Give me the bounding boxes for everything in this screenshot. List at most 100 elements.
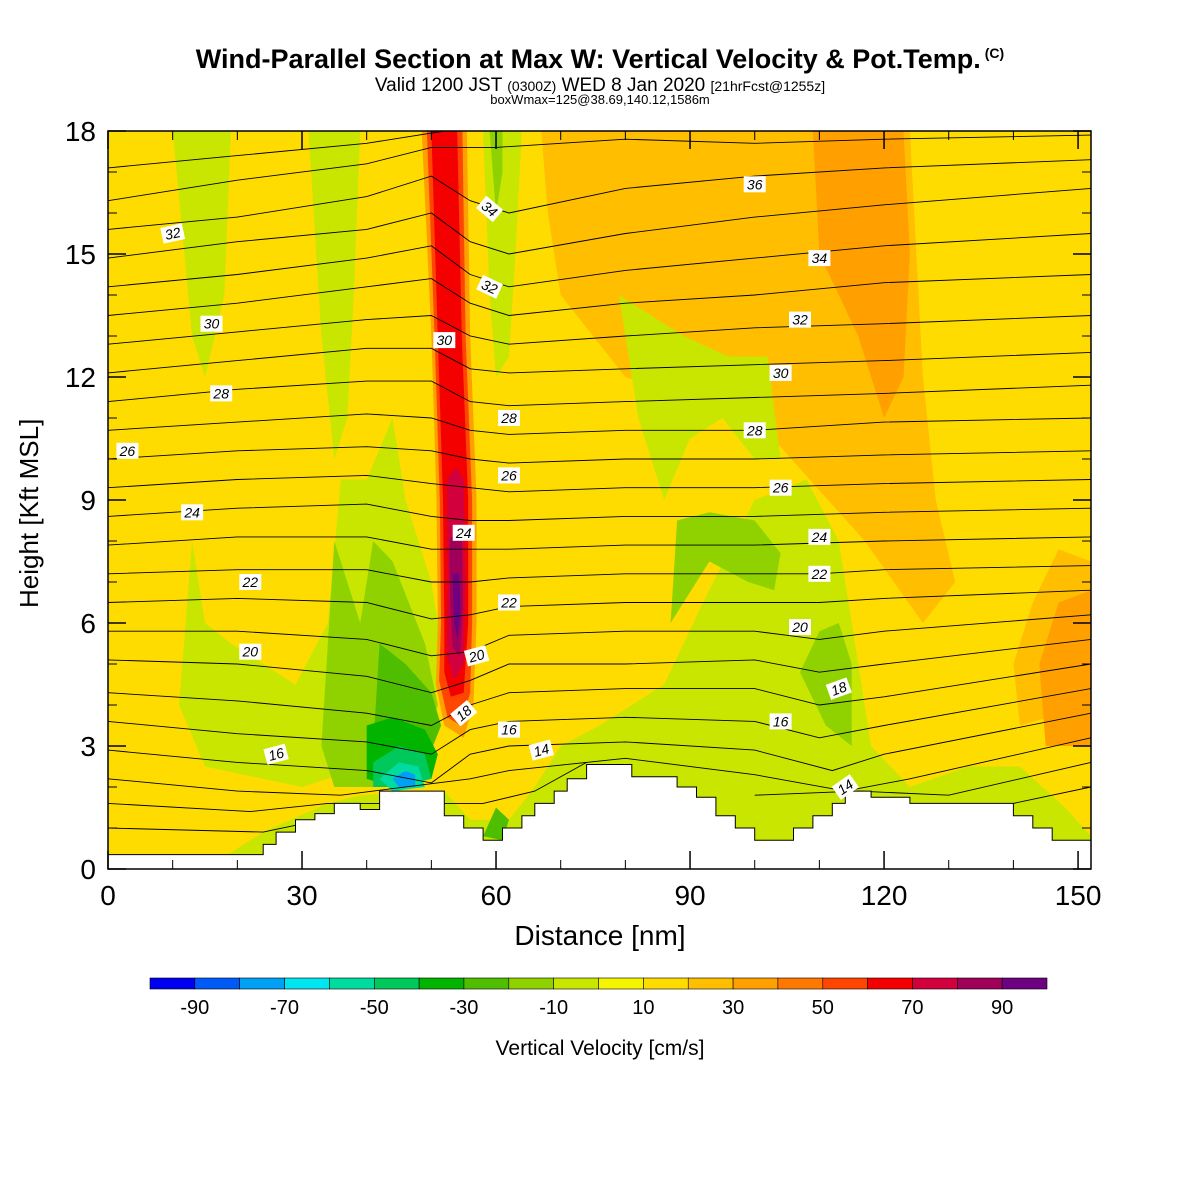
theta-label-text: 32 (163, 224, 182, 243)
colorbar-swatch (553, 977, 599, 990)
velocity-region-3 (812, 131, 910, 418)
theta-label-14: 14 (528, 739, 554, 761)
theta-contour-line-12 (108, 503, 1091, 521)
velocity-region-13 (800, 623, 852, 746)
colorbar-swatch (284, 977, 330, 990)
theta-label-box (452, 524, 475, 541)
theta-label-box (463, 645, 490, 667)
theta-label-text: 26 (119, 443, 136, 459)
theta-label-box (498, 410, 520, 426)
theta-label-32: 32 (160, 223, 186, 244)
theta-label-text: 26 (500, 467, 517, 483)
theta-label-text: 36 (747, 176, 763, 192)
theta-label-box (789, 311, 811, 328)
theta-contour-line-14 (108, 565, 1091, 583)
theta-label-28: 28 (498, 410, 520, 426)
velocity-region-5 (108, 479, 1091, 869)
theta-label-box (743, 422, 766, 439)
colorbar-swatch (1001, 977, 1048, 990)
theta-label-32: 32 (789, 311, 811, 328)
x-tick-label: 0 (100, 880, 116, 911)
theta-label-16: 16 (498, 721, 520, 738)
colorbar-swatch (732, 977, 779, 990)
x-tick-label: 90 (674, 880, 705, 911)
theta-label-box (160, 223, 186, 244)
theta-label-22: 22 (239, 574, 262, 590)
valid-zulu: (0300Z) (507, 78, 557, 94)
theta-contour-line-17 (108, 638, 1091, 694)
theta-label-box (825, 677, 852, 700)
theta-label-box (808, 250, 831, 267)
theta-label-text: 24 (811, 529, 828, 545)
valid-date: WED 8 Jan 2020 (561, 75, 706, 96)
colorbar-swatch (463, 977, 510, 990)
velocity-region-20 (392, 770, 416, 787)
theta-label-36: 36 (743, 176, 766, 193)
theta-label-box (528, 739, 554, 761)
theta-label-text: 24 (183, 504, 200, 520)
terrain-layer (108, 764, 1091, 869)
chart-title: Wind-Parallel Section at Max W: Vertical… (0, 44, 1200, 75)
theta-label-24: 24 (452, 524, 475, 541)
theta-label-text: 16 (501, 722, 517, 738)
x-tick-label: 60 (480, 880, 511, 911)
y-axis-label: Height [Kft MSL] (14, 419, 44, 608)
box-info: boxWmax=125@38.69,140.12,1586m (490, 92, 710, 107)
theta-label-18: 18 (825, 677, 852, 700)
theta-label-text: 18 (829, 678, 849, 698)
theta-contour-line-3 (108, 187, 1091, 259)
colorbar-swatch (329, 977, 375, 990)
velocity-region-8 (172, 131, 231, 377)
theta-label-box (433, 332, 456, 349)
theta-label-text: 30 (204, 316, 220, 332)
theta-label-text: 16 (773, 713, 789, 729)
theta-label-box (450, 700, 478, 727)
velocity-region-26 (452, 573, 461, 640)
theta-label-box (498, 721, 520, 738)
theta-contour-line-9 (108, 413, 1091, 435)
theta-label-30: 30 (769, 364, 792, 381)
colorbar-swatch (508, 977, 554, 990)
colorbar-label: Vertical Velocity [cm/s] (495, 1037, 705, 1060)
theta-contour-line-19 (108, 688, 1091, 755)
colorbar-tick-label: 10 (632, 997, 654, 1019)
colorbar-swatch (912, 977, 958, 990)
theta-label-text: 22 (242, 574, 259, 590)
theta-label-box (476, 274, 503, 299)
theta-label-22: 22 (808, 565, 831, 582)
x-tick-label: 120 (861, 880, 908, 911)
y-tick-label: 15 (65, 239, 96, 270)
velocity-region-14 (489, 131, 503, 213)
theta-label-32: 32 (476, 274, 503, 299)
theta-label-text: 28 (212, 385, 229, 401)
theta-label-text: 20 (466, 646, 486, 666)
theta-contour-line-23 (754, 761, 1091, 796)
colorbar-tick-label: -10 (539, 997, 568, 1019)
theta-label-30: 30 (200, 315, 223, 332)
theta-label-box (831, 774, 859, 800)
theta-label-16: 16 (769, 713, 792, 730)
colorbar-swatch (598, 977, 644, 990)
theta-label-box (789, 619, 811, 636)
theta-label-text: 20 (242, 644, 259, 660)
theta-label-box (239, 574, 262, 590)
colorbar-swatch (867, 977, 913, 990)
colorbar-swatch (956, 977, 1003, 990)
theta-label-26: 26 (116, 442, 139, 459)
colorbar-tick-label: 70 (901, 997, 923, 1019)
x-tick-label: 150 (1055, 880, 1102, 911)
theta-label-text: 22 (811, 566, 828, 582)
colorbar-tick-label: 90 (991, 997, 1013, 1019)
x-tick-label: 30 (286, 880, 317, 911)
theta-label-text: 26 (772, 480, 789, 496)
terrain-profile (108, 764, 1091, 869)
theta-contour-line-11 (108, 474, 1091, 493)
theta-label-18: 18 (450, 700, 478, 727)
theta-contour-line-0 (108, 131, 445, 169)
velocity-fill-layer (108, 131, 1091, 869)
theta-label-box (743, 176, 766, 193)
theta-label-box (239, 643, 262, 660)
colorbar-swatch (149, 977, 196, 990)
theta-contour-line-8 (108, 380, 1091, 407)
